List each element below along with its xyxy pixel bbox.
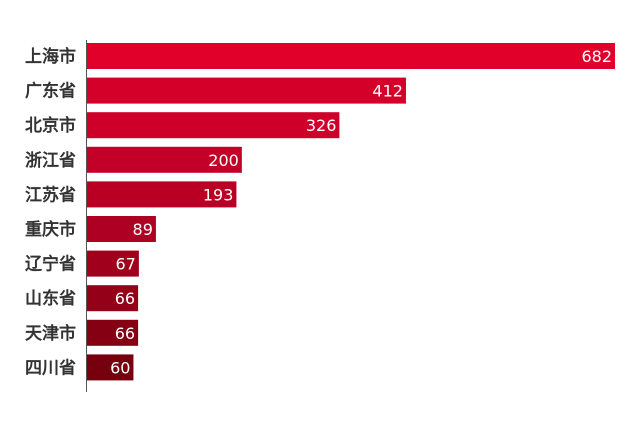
bar-1 [87,43,615,69]
value-label: 89 [133,220,153,239]
category-label: 辽宁省 [25,254,76,275]
bar-2 [87,77,406,104]
category-label: 重庆市 [25,219,76,240]
bar-7 [87,250,139,277]
value-label: 66 [115,289,135,308]
category-label: 四川省 [25,357,76,378]
value-label: 412 [372,82,403,101]
value-label: 60 [110,358,130,377]
value-label: 682 [581,47,612,66]
category-label: 上海市 [25,46,76,67]
bars-group: 上海市 682 广东省 412 北京市 326 浙江省 200 江苏省 193 重庆市 89 辽宁省 67… [25,43,615,381]
bar-6 [87,216,156,242]
category-label: 天津市 [25,323,76,344]
category-label: 山东省 [25,288,76,309]
bar-4 [87,146,242,173]
category-label: 北京市 [25,115,76,136]
bar-8 [87,285,139,312]
value-label: 200 [208,151,239,170]
bar-5 [87,181,237,208]
value-label: 326 [306,116,337,135]
value-label: 66 [115,324,135,343]
category-label: 浙江省 [25,150,76,171]
value-label: 193 [203,185,234,204]
category-label: 广东省 [25,81,76,102]
bar-9 [87,319,139,346]
value-label: 67 [116,255,136,274]
bar-10 [87,354,134,381]
bar-3 [87,112,340,139]
category-label: 江苏省 [25,184,76,205]
